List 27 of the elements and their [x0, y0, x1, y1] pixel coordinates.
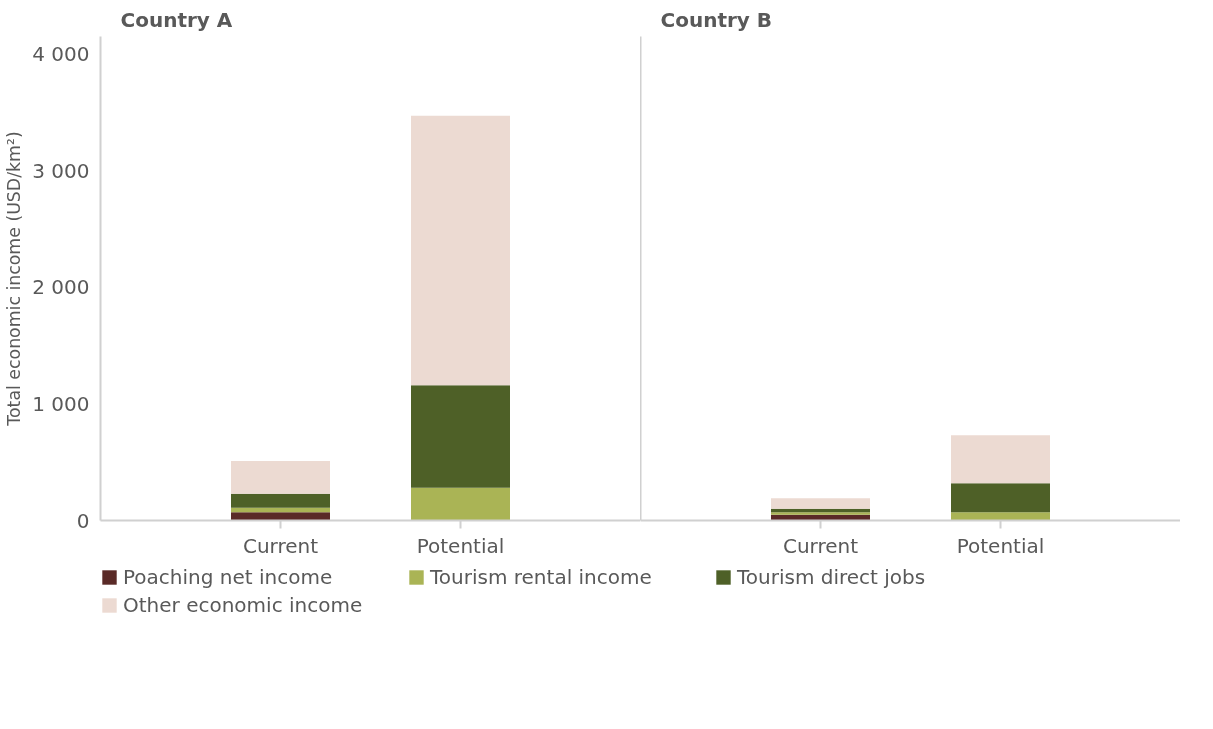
bar	[951, 512, 1050, 521]
legend-label: Poaching net income	[123, 565, 334, 589]
bar	[231, 512, 330, 521]
chart-title: Country B	[660, 7, 773, 32]
bar	[231, 493, 330, 508]
bar	[771, 498, 870, 509]
y-tick-label: 3 000	[32, 158, 90, 183]
legend-label: Tourism direct jobs	[737, 565, 927, 589]
bar	[771, 512, 870, 515]
y-axis-title: Total economic income (USD/km²)	[4, 131, 25, 427]
bar	[951, 435, 1050, 484]
bar	[231, 461, 330, 494]
legend-label: Tourism rental income	[430, 565, 653, 589]
x-tick-label: Potential	[956, 533, 1045, 558]
x-tick-label: Current	[782, 533, 859, 558]
chart-title: Country A	[120, 7, 233, 32]
legend-label: Other economic income	[123, 593, 364, 617]
bar	[411, 115, 510, 386]
y-tick-label: 1 000	[32, 391, 90, 416]
y-tick-label: 4 000	[32, 41, 90, 66]
y-tick-label: 2 000	[32, 275, 90, 300]
bar	[411, 487, 510, 521]
y-tick-label: 0	[76, 508, 90, 533]
bar	[951, 483, 1050, 513]
x-tick-label: Current	[242, 533, 319, 558]
x-tick-label: Potential	[416, 533, 505, 558]
bar	[411, 385, 510, 488]
